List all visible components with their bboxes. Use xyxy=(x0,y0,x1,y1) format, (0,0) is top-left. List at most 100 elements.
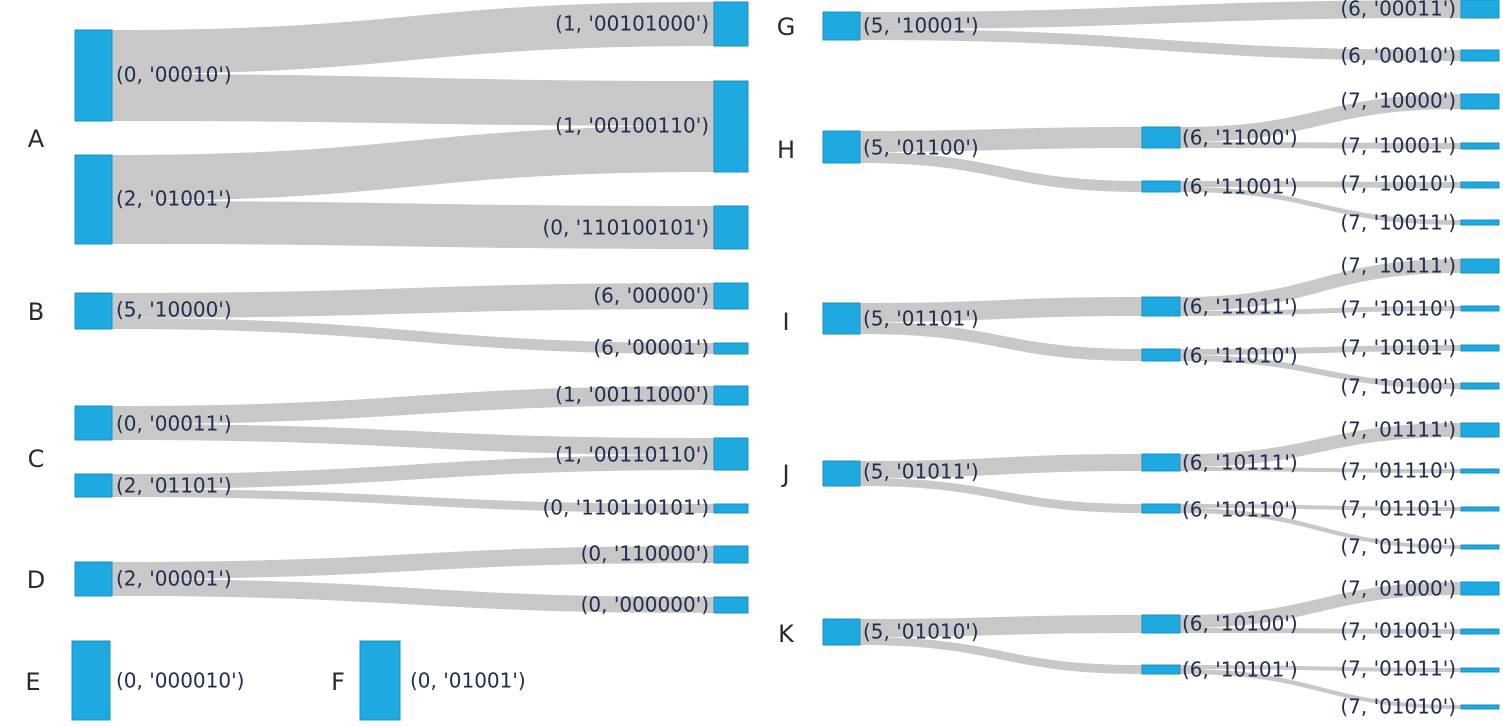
node-e-0-000010[interactable] xyxy=(71,640,111,721)
node-label: (6, '10100') xyxy=(1182,612,1298,636)
node-h-7-10000[interactable] xyxy=(1460,93,1500,110)
node-h-5-01100[interactable] xyxy=(822,130,861,164)
node-c-0-00011[interactable] xyxy=(74,405,113,441)
link-h-6-11000-to-7-10000[interactable] xyxy=(1180,94,1461,142)
link-k-6-10100-to-7-01000[interactable] xyxy=(1180,582,1461,628)
link-h-6-11000-to-7-10001[interactable] xyxy=(1180,142,1461,149)
node-d-2-00001[interactable] xyxy=(74,561,113,597)
node-label: (6, '11001') xyxy=(1182,175,1298,199)
node-i-6-11011[interactable] xyxy=(1141,296,1181,317)
node-k-7-01001[interactable] xyxy=(1460,628,1500,635)
node-label: (6, '00010') xyxy=(1340,44,1456,68)
node-a-1-00101000[interactable] xyxy=(713,1,749,47)
node-f-0-01001[interactable] xyxy=(359,640,401,721)
node-label: (0, '01001') xyxy=(410,669,526,693)
node-g-6-00010[interactable] xyxy=(1460,49,1500,62)
panel-h: (5, '01100') (6, '11000') (6, '11001') (7, … xyxy=(777,89,1500,235)
link-c-2-01101-to-0-110110101[interactable] xyxy=(112,489,714,513)
link-h-6-11001-to-7-10011[interactable] xyxy=(1180,187,1461,225)
link-c-0-00011-to-1-00111000[interactable] xyxy=(112,386,714,424)
link-a-2-01001-to-1-00100110[interactable] xyxy=(112,126,714,201)
link-g-5-10001-to-6-00011[interactable] xyxy=(860,0,1461,29)
node-label: (0, '000000') xyxy=(581,593,709,617)
node-k-7-01010[interactable] xyxy=(1460,704,1500,710)
node-a-0-110100101[interactable] xyxy=(713,205,749,250)
node-b-5-10000[interactable] xyxy=(74,292,113,330)
node-k-5-01010[interactable] xyxy=(822,618,861,646)
node-j-7-01110[interactable] xyxy=(1460,468,1500,474)
node-h-7-10001[interactable] xyxy=(1460,142,1500,150)
node-h-6-11000[interactable] xyxy=(1141,126,1181,149)
link-c-2-01101-to-1-00110110[interactable] xyxy=(112,455,714,489)
node-label: (6, '00000') xyxy=(593,284,709,308)
node-a-0-00010[interactable] xyxy=(74,29,113,122)
node-label: (7, '01001') xyxy=(1340,619,1456,643)
link-k-5-01010-to-6-10101[interactable] xyxy=(860,637,1142,674)
node-b-6-00000[interactable] xyxy=(713,282,749,310)
link-k-6-10101-to-7-01010[interactable] xyxy=(1180,669,1461,709)
link-j-5-01011-to-6-10110[interactable] xyxy=(860,478,1142,513)
node-i-6-11010[interactable] xyxy=(1141,348,1181,362)
node-i-7-10101[interactable] xyxy=(1460,344,1500,352)
link-j-6-10111-to-7-01110[interactable] xyxy=(1180,467,1461,473)
node-b-6-00001[interactable] xyxy=(713,342,749,355)
node-k-6-10100[interactable] xyxy=(1141,614,1181,634)
node-label: (6, '00011') xyxy=(1340,0,1456,21)
node-c-0-110110101[interactable] xyxy=(713,503,749,514)
node-i-7-10100[interactable] xyxy=(1460,382,1500,390)
node-j-7-01101[interactable] xyxy=(1460,506,1500,512)
link-a-0-00010-to-1-00101000[interactable] xyxy=(112,2,714,74)
link-j-5-01011-to-6-10111[interactable] xyxy=(860,454,1142,478)
link-j-6-10111-to-7-01111[interactable] xyxy=(1180,423,1461,467)
node-g-6-00011[interactable] xyxy=(1460,0,1500,19)
node-i-7-10111[interactable] xyxy=(1460,258,1500,274)
panel-label: C xyxy=(28,445,45,473)
node-j-6-10110[interactable] xyxy=(1141,503,1181,514)
link-i-6-11011-to-7-10111[interactable] xyxy=(1180,259,1461,311)
node-h-7-10010[interactable] xyxy=(1460,181,1500,189)
link-b-5-10000-to-6-00001[interactable] xyxy=(112,318,714,354)
link-h-6-11001-to-7-10010[interactable] xyxy=(1180,181,1461,188)
node-i-7-10110[interactable] xyxy=(1460,305,1500,312)
node-k-7-01011[interactable] xyxy=(1460,667,1500,673)
link-i-5-01101-to-6-11011[interactable] xyxy=(860,297,1142,322)
link-c-0-00011-to-1-00110110[interactable] xyxy=(112,424,714,455)
link-i-6-11010-to-7-10100[interactable] xyxy=(1180,355,1461,389)
node-h-7-10011[interactable] xyxy=(1460,219,1500,226)
link-k-5-01010-to-6-10100[interactable] xyxy=(860,615,1142,637)
node-a-1-00100110[interactable] xyxy=(713,80,749,173)
node-k-7-01000[interactable] xyxy=(1460,581,1500,596)
link-a-0-00010-to-1-00100110[interactable] xyxy=(112,74,714,126)
link-d-2-00001-to-0-110000[interactable] xyxy=(112,546,714,579)
link-j-6-10110-to-7-01101[interactable] xyxy=(1180,504,1461,511)
node-j-7-01100[interactable] xyxy=(1460,544,1500,550)
link-j-6-10110-to-7-01100[interactable] xyxy=(1180,508,1461,549)
node-a-2-01001[interactable] xyxy=(74,154,113,245)
link-h-5-01100-to-6-11000[interactable] xyxy=(860,127,1142,152)
link-h-5-01100-to-6-11001[interactable] xyxy=(860,152,1142,192)
node-g-5-10001[interactable] xyxy=(822,11,861,41)
link-g-5-10001-to-6-00010[interactable] xyxy=(860,29,1461,61)
node-c-2-01101[interactable] xyxy=(74,473,113,498)
node-j-5-01011[interactable] xyxy=(822,460,861,487)
node-k-6-10101[interactable] xyxy=(1141,664,1181,675)
link-i-5-01101-to-6-11010[interactable] xyxy=(860,322,1142,361)
link-i-6-11010-to-7-10101[interactable] xyxy=(1180,345,1461,355)
link-i-6-11011-to-7-10110[interactable] xyxy=(1180,306,1461,316)
node-d-0-000000[interactable] xyxy=(713,596,749,614)
node-c-1-00110110[interactable] xyxy=(713,437,749,471)
node-label: (7, '10010') xyxy=(1340,172,1456,196)
node-i-5-01101[interactable] xyxy=(822,302,861,335)
node-j-6-10111[interactable] xyxy=(1141,453,1181,472)
link-k-6-10101-to-7-01011[interactable] xyxy=(1180,665,1461,672)
node-j-7-01111[interactable] xyxy=(1460,422,1500,438)
node-c-1-00111000[interactable] xyxy=(713,385,749,406)
node-label: (7, '10011') xyxy=(1340,211,1456,235)
link-d-2-00001-to-0-000000[interactable] xyxy=(112,579,714,613)
node-h-6-11001[interactable] xyxy=(1141,180,1181,193)
node-label: (7, '10001') xyxy=(1340,134,1456,158)
link-k-6-10100-to-7-01001[interactable] xyxy=(1180,628,1461,634)
node-d-0-110000[interactable] xyxy=(713,545,749,564)
link-b-5-10000-to-6-00000[interactable] xyxy=(112,283,714,318)
link-a-2-01001-to-0-110100101[interactable] xyxy=(112,201,714,249)
